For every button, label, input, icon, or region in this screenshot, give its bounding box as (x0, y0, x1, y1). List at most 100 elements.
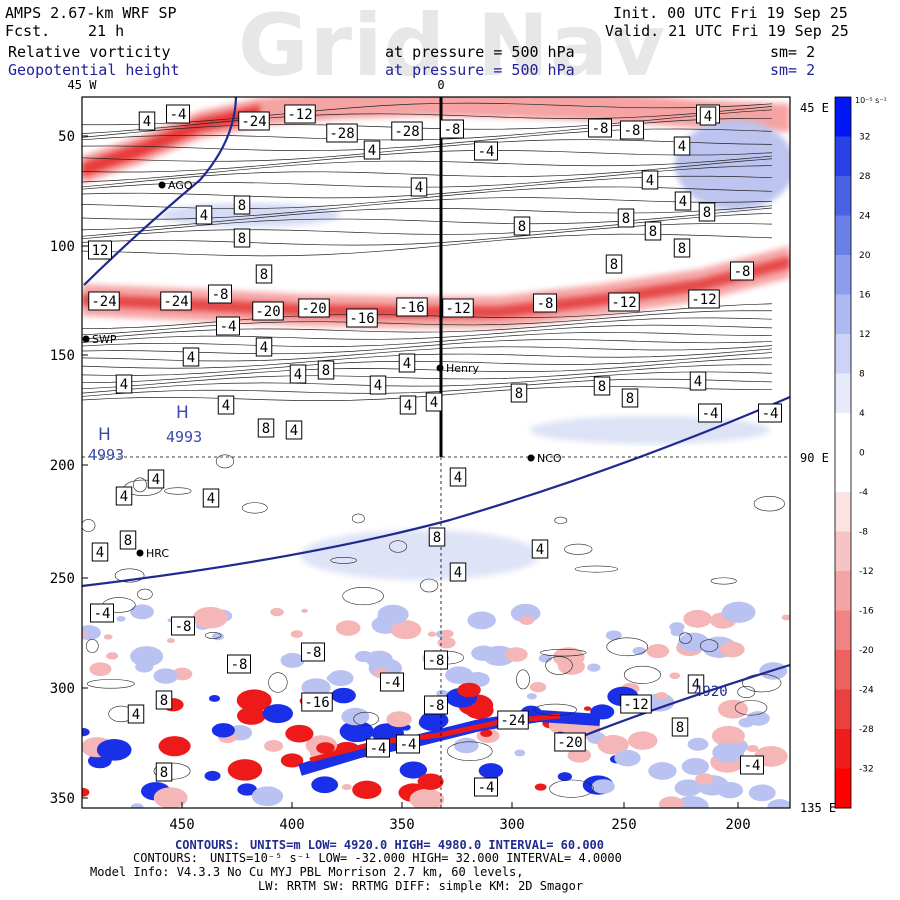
colorbar-swatch (835, 689, 851, 730)
footer-line4: LW: RRTM SW: RRTMG DIFF: simple KM: 2D S… (258, 879, 584, 893)
label-box (474, 141, 498, 161)
vorticity-contour (447, 741, 493, 761)
negative-cell (335, 620, 361, 636)
positive-cell (280, 652, 305, 668)
label-box (171, 616, 195, 636)
negative-cell (669, 672, 681, 680)
label-text: -12 (611, 295, 636, 311)
negative-cell (280, 753, 304, 768)
negative-cell (227, 759, 263, 781)
label-neg-middle: -24 (88, 291, 120, 311)
label-lower: 8 (155, 690, 173, 710)
label-box (617, 208, 635, 228)
label-text: 4 (143, 114, 151, 130)
label-box (217, 395, 235, 415)
positive-cell (327, 670, 354, 687)
positive-cell (354, 650, 374, 663)
label-pos-middle: 8 (257, 418, 275, 438)
colorbar-tick-label: 24 (859, 212, 871, 222)
negative-cell (711, 725, 745, 747)
colorbar-tick-label: -8 (859, 528, 868, 538)
negative-cell (390, 620, 422, 640)
label-neg-upper: -28 (326, 123, 358, 143)
label-text: 4 (454, 470, 462, 486)
forecast-label: Fcst. (5, 22, 51, 40)
label-lower: 4 (531, 539, 549, 559)
colorbar-border (834, 96, 852, 809)
label-pos-upper: 8 (644, 221, 662, 241)
station-dot (136, 549, 144, 557)
label-box (227, 654, 251, 674)
label-pos-middle: 4 (689, 371, 707, 391)
forecast-value: 21 h (88, 22, 125, 40)
label-text: -8 (212, 287, 229, 303)
label-neg-upper: -4 (166, 104, 190, 124)
label-pos-middle: 4 (217, 395, 235, 415)
colorbar-swatch (835, 373, 851, 414)
field1-smooth: sm= 2 (770, 43, 816, 61)
label-lower: 4 (449, 467, 467, 487)
label-text: 8 (622, 211, 630, 227)
y-tick-label: 150 (50, 348, 75, 364)
negative-cell (597, 735, 629, 755)
label-box (674, 191, 692, 211)
valid-time: Valid. 21 UTC Fri 19 Sep 25 (605, 22, 849, 40)
negative-cell (153, 787, 188, 808)
negative-cell (166, 638, 175, 644)
positive-patch-mid (530, 416, 770, 444)
negative-cell (290, 630, 303, 638)
label-box (119, 530, 137, 550)
positive-cell (208, 694, 221, 702)
vorticity-contour (351, 513, 365, 524)
negative-cell (655, 692, 668, 700)
field2-level: at pressure = 500 hPa (385, 61, 575, 79)
label-text: -4 (478, 144, 495, 160)
colorbar-swatch (835, 413, 851, 453)
label-text: -24 (241, 114, 266, 130)
vorticity-contour (82, 348, 773, 369)
label-pos-middle: 8 (317, 360, 335, 380)
vorticity-contour (342, 587, 384, 606)
label-pos-upper: 4 (138, 111, 156, 131)
label-pos-middle: 4 (255, 337, 273, 357)
label-text: 4 (704, 109, 712, 125)
label-box (202, 488, 220, 508)
label-neg-upper: -8 (440, 119, 464, 139)
vorticity-contour (82, 310, 773, 336)
label-lower: 4 (127, 704, 145, 724)
label-box (255, 264, 273, 284)
vorticity-contour (734, 700, 768, 716)
vorticity-contour (82, 106, 773, 135)
vorticity-contour (678, 632, 692, 644)
label-text: 4 (404, 398, 412, 414)
colorbar-swatch (835, 531, 851, 572)
label-box (608, 292, 640, 312)
label-box (689, 371, 707, 391)
station-label: Henry (446, 362, 480, 375)
label-text: -8 (175, 619, 192, 635)
positive-cell (301, 678, 331, 697)
label-pos-upper: 4 (699, 106, 717, 126)
label-box (88, 240, 112, 260)
label-pos-middle: 8 (593, 376, 611, 396)
label-pos-upper: 8 (233, 228, 251, 248)
label-lower: 4 (687, 674, 705, 694)
label-box (298, 298, 330, 318)
positive-patch-ne (675, 120, 790, 210)
label-text: 4 (120, 377, 128, 393)
vorticity-contour (241, 502, 268, 514)
field1-name: Relative vorticity (8, 43, 171, 61)
high-marker: H (98, 425, 111, 445)
label-text: -28 (329, 126, 354, 142)
label-lower: -8 (424, 695, 448, 715)
label-text: -12 (623, 697, 648, 713)
x-tick-label: 250 (611, 817, 636, 833)
label-box (166, 104, 190, 124)
label-text: -4 (370, 741, 387, 757)
vorticity-contour (137, 588, 153, 600)
label-box (233, 228, 251, 248)
label-text: 8 (703, 205, 711, 221)
label-text: 4 (187, 350, 195, 366)
vorticity-contour (82, 155, 773, 183)
label-lower: 4 (147, 469, 165, 489)
